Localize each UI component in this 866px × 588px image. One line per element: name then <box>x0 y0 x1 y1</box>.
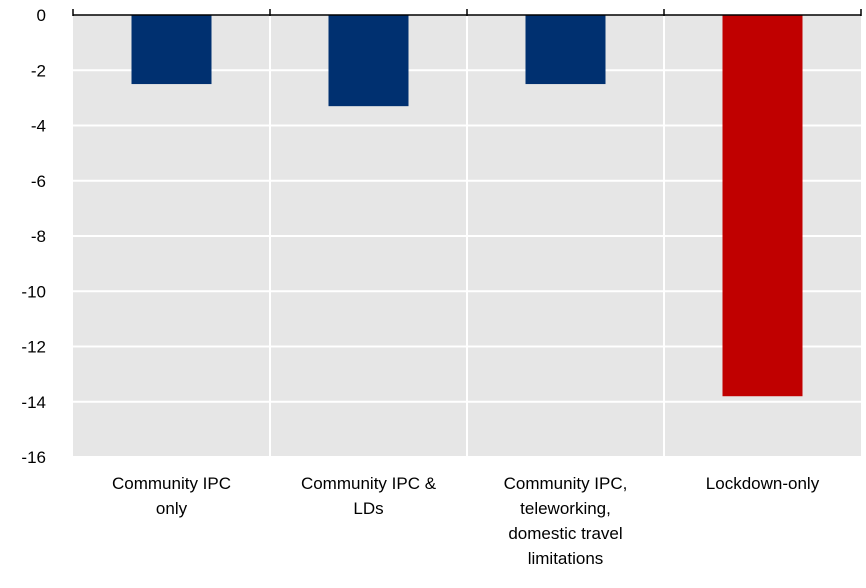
bar-3 <box>525 15 606 85</box>
y-tick-label: -8 <box>31 227 46 246</box>
x-tick-label-line: domestic travel <box>508 524 622 543</box>
y-tick-label: -4 <box>31 117 46 136</box>
y-tick-label: -12 <box>21 338 46 357</box>
x-tick-label-line: Community IPC <box>112 474 231 493</box>
y-tick-label: -14 <box>21 393 46 412</box>
x-tick-label: Community IPC only <box>112 474 231 518</box>
bar-1 <box>131 15 212 85</box>
x-tick-label-line: Lockdown-only <box>706 474 820 493</box>
x-tick-label: Community IPC & LDs <box>301 474 437 518</box>
x-tick-label: Community IPC, teleworking, domestic trave… <box>504 474 628 568</box>
bar-2 <box>328 15 409 107</box>
y-tick-label: -2 <box>31 61 46 80</box>
x-tick-label-line: Community IPC, <box>504 474 628 493</box>
x-tick-label: Lockdown-only <box>706 474 820 493</box>
y-tick-label: 0 <box>37 6 46 25</box>
x-tick-label-line: only <box>156 499 188 518</box>
x-tick-label-line: Community IPC & <box>301 474 437 493</box>
x-tick-label-line: teleworking, <box>520 499 611 518</box>
x-tick-label-line: limitations <box>528 549 604 568</box>
y-tick-label: -16 <box>21 448 46 467</box>
y-tick-label: -10 <box>21 282 46 301</box>
bar-4 <box>722 15 803 397</box>
y-tick-label: -6 <box>31 172 46 191</box>
x-tick-label-line: LDs <box>353 499 383 518</box>
